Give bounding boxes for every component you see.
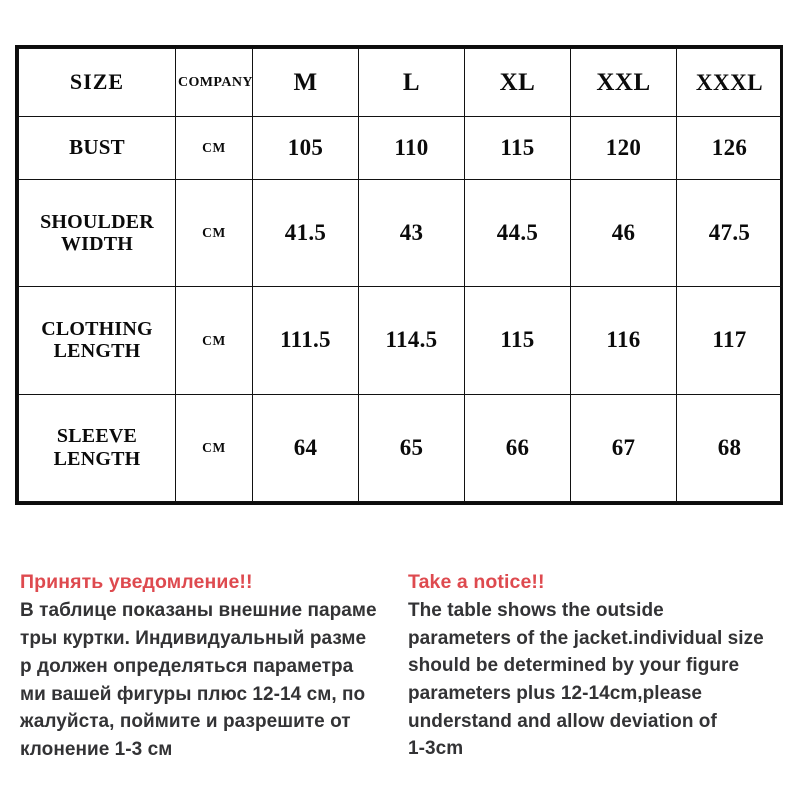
header-cell-xxxl: XXXL [676, 47, 783, 118]
row-unit-clothing-length: CM [175, 286, 253, 395]
row-label-line-1: SLEEVE [56, 425, 138, 448]
table-row: SHOULDER WIDTH CM 41.5 43 44.5 46 47.5 [18, 178, 783, 288]
notice-russian-body: В таблице показаны внешние параме тры ку… [20, 600, 377, 761]
row-unit-bust: CM [175, 116, 253, 180]
row-label-shoulder-width: SHOULDER WIDTH [18, 178, 176, 288]
notice-english-body: The table shows the outside parameters o… [408, 600, 764, 760]
table-row: SLEEVE LENGTH CM 64 65 66 67 68 [18, 393, 783, 503]
cell-clothing-l: 114.5 [358, 286, 465, 395]
row-label-line-2: LENGTH [53, 340, 141, 363]
header-cell-l: L [358, 47, 465, 118]
cell-sleeve-xxl: 67 [570, 393, 677, 503]
cell-sleeve-l: 65 [358, 393, 465, 503]
cell-clothing-m: 111.5 [252, 286, 359, 395]
row-label-line-1: SHOULDER [40, 210, 154, 233]
size-chart-table: SIZE COMPANY M L XL XXL XXXL BUST CM 105… [15, 45, 783, 505]
notice-english-title: Take a notice!! [408, 571, 545, 593]
row-label-line-2: LENGTH [53, 447, 141, 470]
cell-sleeve-xxxl: 68 [676, 393, 783, 503]
size-table: SIZE COMPANY M L XL XXL XXXL BUST CM 105… [18, 47, 783, 503]
notice-russian: Принять уведомление!! В таблице показаны… [20, 570, 390, 764]
cell-bust-l: 110 [358, 116, 465, 180]
cell-shoulder-xl: 44.5 [464, 178, 571, 288]
cell-sleeve-m: 64 [252, 393, 359, 503]
cell-clothing-xxxl: 117 [676, 286, 783, 395]
cell-sleeve-xl: 66 [464, 393, 571, 503]
row-label-clothing-length: CLOTHING LENGTH [18, 286, 176, 395]
cell-shoulder-xxl: 46 [570, 178, 677, 288]
row-unit-shoulder-width: CM [175, 178, 253, 288]
header-cell-company: COMPANY [175, 47, 253, 118]
row-unit-sleeve-length: CM [175, 393, 253, 503]
cell-clothing-xxl: 116 [570, 286, 677, 395]
cell-clothing-xl: 115 [464, 286, 571, 395]
cell-shoulder-m: 41.5 [252, 178, 359, 288]
header-cell-size: SIZE [18, 47, 176, 118]
table-header-row: SIZE COMPANY M L XL XXL XXXL [18, 47, 783, 118]
row-label-bust: BUST [18, 116, 176, 180]
cell-shoulder-l: 43 [358, 178, 465, 288]
cell-bust-xxxl: 126 [676, 116, 783, 180]
row-label-line-1: CLOTHING [41, 317, 153, 340]
cell-bust-m: 105 [252, 116, 359, 180]
row-label-line-2: WIDTH [60, 232, 134, 255]
row-label-sleeve-length: SLEEVE LENGTH [18, 393, 176, 503]
cell-shoulder-xxxl: 47.5 [676, 178, 783, 288]
notices-section: Принять уведомление!! В таблице показаны… [0, 570, 800, 770]
notice-russian-title: Принять уведомление!! [20, 571, 253, 593]
table-row: CLOTHING LENGTH CM 111.5 114.5 115 116 11… [18, 286, 783, 395]
cell-bust-xl: 115 [464, 116, 571, 180]
cell-bust-xxl: 120 [570, 116, 677, 180]
table-row: BUST CM 105 110 115 120 126 [18, 116, 783, 180]
header-cell-m: M [252, 47, 359, 118]
header-cell-xl: XL [464, 47, 571, 118]
notice-english: Take a notice!! The table shows the outs… [408, 570, 788, 763]
header-cell-xxl: XXL [570, 47, 677, 118]
